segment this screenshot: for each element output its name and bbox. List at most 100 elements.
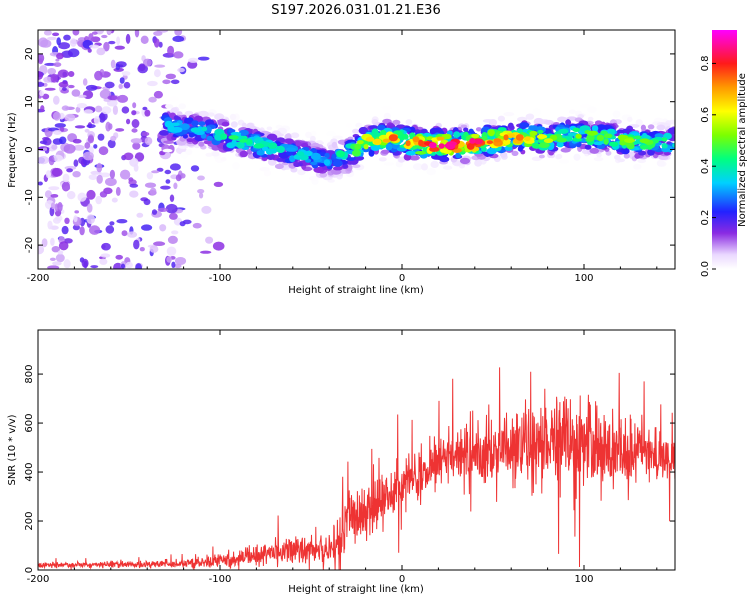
ridge-blob xyxy=(469,138,476,144)
ridge-blob xyxy=(486,147,498,155)
ridge-blob xyxy=(363,144,369,150)
noise-blob xyxy=(89,225,101,235)
noise-blob xyxy=(47,68,57,75)
noise-blob xyxy=(154,64,166,68)
ridge-blob xyxy=(627,116,633,122)
noise-blob xyxy=(110,135,117,142)
ridge-blob xyxy=(398,156,406,163)
ridge-blob xyxy=(228,135,239,140)
y-tick-label: -20 xyxy=(24,237,35,253)
ridge-blob xyxy=(667,127,675,135)
noise-blob xyxy=(76,103,87,109)
noise-blob xyxy=(85,84,98,91)
noise-blob xyxy=(53,95,60,105)
snr-marks xyxy=(38,367,675,570)
noise-blob xyxy=(108,40,116,45)
noise-blob xyxy=(42,147,48,151)
noise-blob xyxy=(61,50,73,58)
ridge-blob xyxy=(241,135,248,140)
noise-blob xyxy=(38,156,49,165)
noise-blob xyxy=(100,253,111,258)
noise-blob xyxy=(86,214,95,225)
noise-blob xyxy=(57,250,64,255)
ridge-blob xyxy=(165,104,174,109)
noise-blob xyxy=(103,41,110,52)
ridge-blob xyxy=(587,130,598,136)
noise-blob xyxy=(153,241,166,246)
noise-blob xyxy=(38,58,43,65)
noise-blob xyxy=(151,209,158,215)
ridge-blob xyxy=(297,162,303,167)
y-tick-label: 800 xyxy=(24,365,35,384)
noise-blob xyxy=(56,37,61,46)
ridge-blob xyxy=(493,138,502,143)
ridge-blob xyxy=(332,135,343,140)
noise-blob xyxy=(44,190,52,199)
ridge-blob xyxy=(661,137,668,142)
ridge-blob xyxy=(560,147,571,153)
ridge-blob xyxy=(236,141,245,149)
ridge-blob xyxy=(232,162,240,170)
ridge-blob xyxy=(503,138,511,145)
ridge-blob xyxy=(357,140,364,145)
spectrogram-xlabel: Height of straight line (km) xyxy=(288,285,424,296)
noise-blob xyxy=(53,130,62,135)
noise-blob xyxy=(132,102,137,109)
noise-blob xyxy=(163,140,175,144)
x-tick-label: -100 xyxy=(209,273,232,284)
noise-blob xyxy=(136,212,144,218)
noise-blob xyxy=(50,194,59,198)
noise-blob xyxy=(82,78,88,86)
y-tick-label: 0 xyxy=(24,146,35,152)
ridge-blob xyxy=(488,119,498,127)
noise-blob xyxy=(125,261,133,269)
noise-blob xyxy=(96,162,103,173)
noise-blob xyxy=(95,195,102,205)
ridge-blob xyxy=(383,112,391,121)
noise-blob xyxy=(88,33,94,41)
ridge-blob xyxy=(296,151,305,156)
noise-blob xyxy=(99,172,111,178)
noise-blob xyxy=(38,181,43,186)
noise-blob xyxy=(143,58,152,67)
noise-blob xyxy=(50,73,58,83)
ridge-blob xyxy=(548,151,554,156)
noise-blob xyxy=(205,236,214,244)
ridge-blob xyxy=(415,151,426,155)
noise-blob xyxy=(170,79,180,85)
noise-blob xyxy=(171,261,176,268)
ridge-blob xyxy=(228,129,236,133)
y-tick-label: 600 xyxy=(24,414,35,433)
noise-blob xyxy=(62,87,67,91)
noise-blob xyxy=(121,71,131,76)
ridge-blob xyxy=(532,108,542,116)
noise-blob xyxy=(200,250,212,254)
ridge-blob xyxy=(294,140,302,147)
noise-blob xyxy=(99,191,108,198)
ridge-blob xyxy=(198,121,206,126)
ridge-blob xyxy=(412,163,423,171)
ridge-blob xyxy=(587,116,594,121)
noise-blob xyxy=(144,182,157,188)
ridge-blob xyxy=(169,96,179,102)
ridge-blob xyxy=(241,122,247,128)
ridge-blob xyxy=(558,159,570,164)
noise-blob xyxy=(53,62,62,67)
ridge-blob xyxy=(525,113,535,120)
noise-blob xyxy=(131,110,137,116)
noise-blob xyxy=(147,80,158,87)
noise-blob xyxy=(101,34,108,39)
noise-blob xyxy=(42,93,50,100)
colorbar-tick-label: 0.6 xyxy=(700,107,711,123)
snr-series-line xyxy=(38,367,675,570)
noise-blob xyxy=(115,128,125,132)
noise-blob xyxy=(94,70,103,81)
ridge-blob xyxy=(178,103,186,110)
ridge-blob xyxy=(290,132,300,139)
ridge-blob xyxy=(623,153,630,159)
colorbar-tick-label: 0.2 xyxy=(700,210,711,226)
ridge-blob xyxy=(565,119,571,126)
ridge-blob xyxy=(377,124,386,131)
colorbar-tick-label: 0.0 xyxy=(700,261,711,277)
noise-blob xyxy=(57,69,69,78)
